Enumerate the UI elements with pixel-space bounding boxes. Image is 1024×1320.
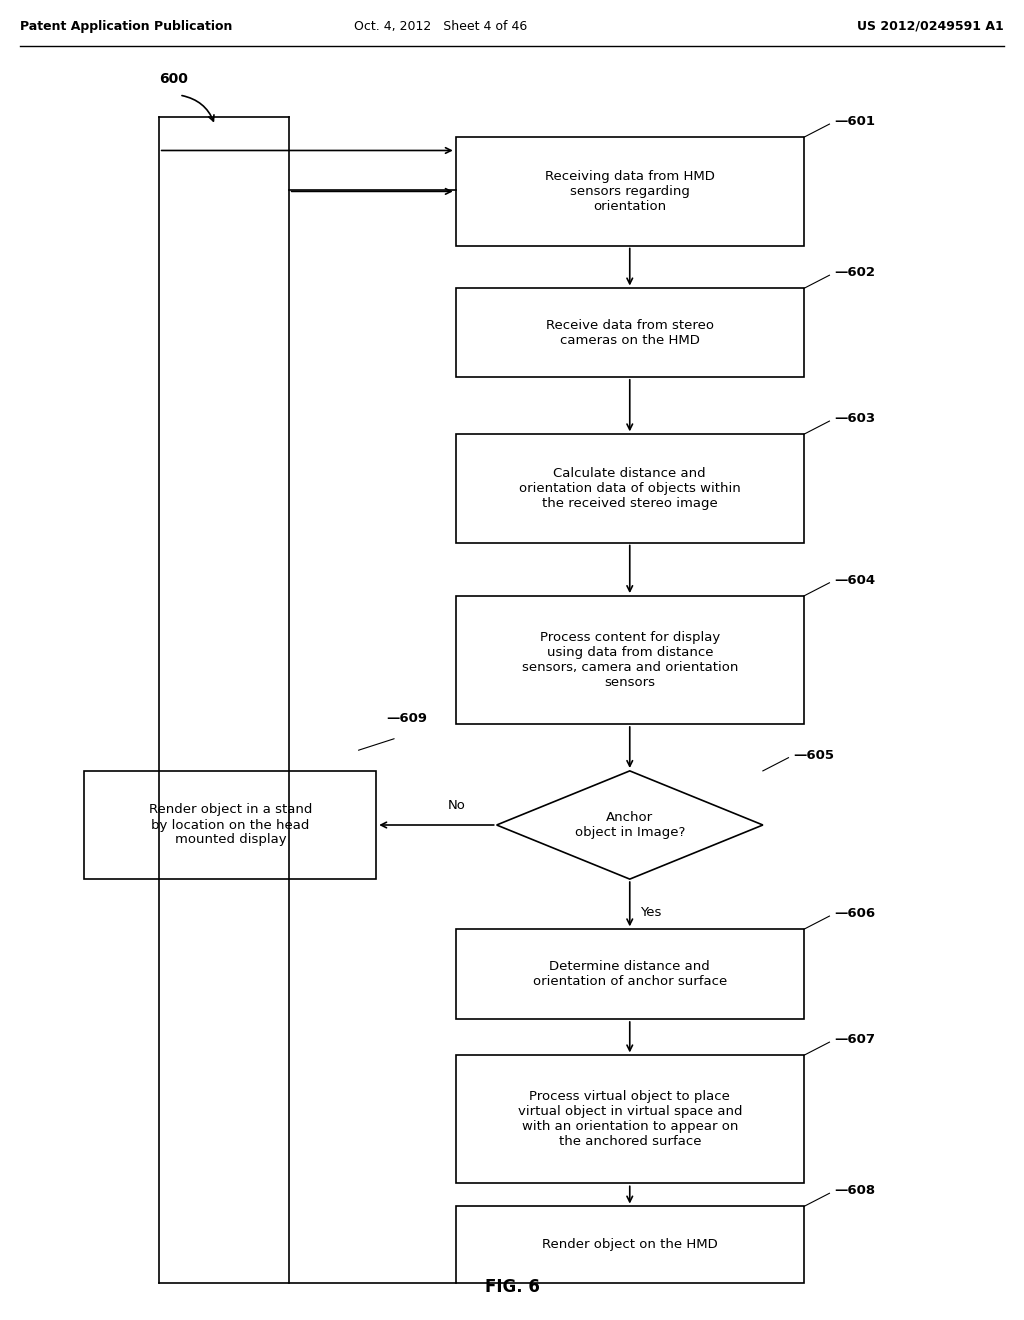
Text: —603: —603 — [835, 412, 876, 425]
FancyBboxPatch shape — [456, 597, 804, 723]
Text: Determine distance and
orientation of anchor surface: Determine distance and orientation of an… — [532, 960, 727, 989]
FancyBboxPatch shape — [456, 288, 804, 378]
Text: —608: —608 — [835, 1184, 876, 1197]
Text: US 2012/0249591 A1: US 2012/0249591 A1 — [857, 20, 1004, 33]
Text: Patent Application Publication: Patent Application Publication — [20, 20, 232, 33]
Text: Render object in a stand
by location on the head
mounted display: Render object in a stand by location on … — [148, 804, 312, 846]
Text: FIG. 6: FIG. 6 — [484, 1278, 540, 1296]
Text: Process virtual object to place
virtual object in virtual space and
with an orie: Process virtual object to place virtual … — [517, 1090, 742, 1148]
Text: Process content for display
using data from distance
sensors, camera and orienta: Process content for display using data f… — [521, 631, 738, 689]
Text: Render object on the HMD: Render object on the HMD — [542, 1238, 718, 1251]
Text: No: No — [449, 799, 466, 812]
Text: —609: —609 — [387, 711, 428, 725]
Text: —606: —606 — [835, 907, 876, 920]
FancyBboxPatch shape — [456, 137, 804, 246]
Text: —604: —604 — [835, 574, 876, 586]
Text: —601: —601 — [835, 115, 876, 128]
FancyBboxPatch shape — [456, 434, 804, 543]
Text: Receive data from stereo
cameras on the HMD: Receive data from stereo cameras on the … — [546, 318, 714, 347]
Text: 600: 600 — [159, 71, 187, 86]
Text: Yes: Yes — [640, 906, 660, 919]
Text: —607: —607 — [835, 1034, 876, 1045]
Polygon shape — [497, 771, 763, 879]
Text: Oct. 4, 2012   Sheet 4 of 46: Oct. 4, 2012 Sheet 4 of 46 — [353, 20, 527, 33]
FancyBboxPatch shape — [85, 771, 377, 879]
Text: Anchor
object in Image?: Anchor object in Image? — [574, 810, 685, 840]
Text: —605: —605 — [794, 748, 835, 762]
Text: Receiving data from HMD
sensors regarding
orientation: Receiving data from HMD sensors regardin… — [545, 170, 715, 213]
FancyBboxPatch shape — [456, 1206, 804, 1283]
FancyBboxPatch shape — [456, 1056, 804, 1183]
Text: —602: —602 — [835, 267, 876, 279]
FancyBboxPatch shape — [456, 929, 804, 1019]
Text: Calculate distance and
orientation data of objects within
the received stereo im: Calculate distance and orientation data … — [519, 467, 740, 510]
